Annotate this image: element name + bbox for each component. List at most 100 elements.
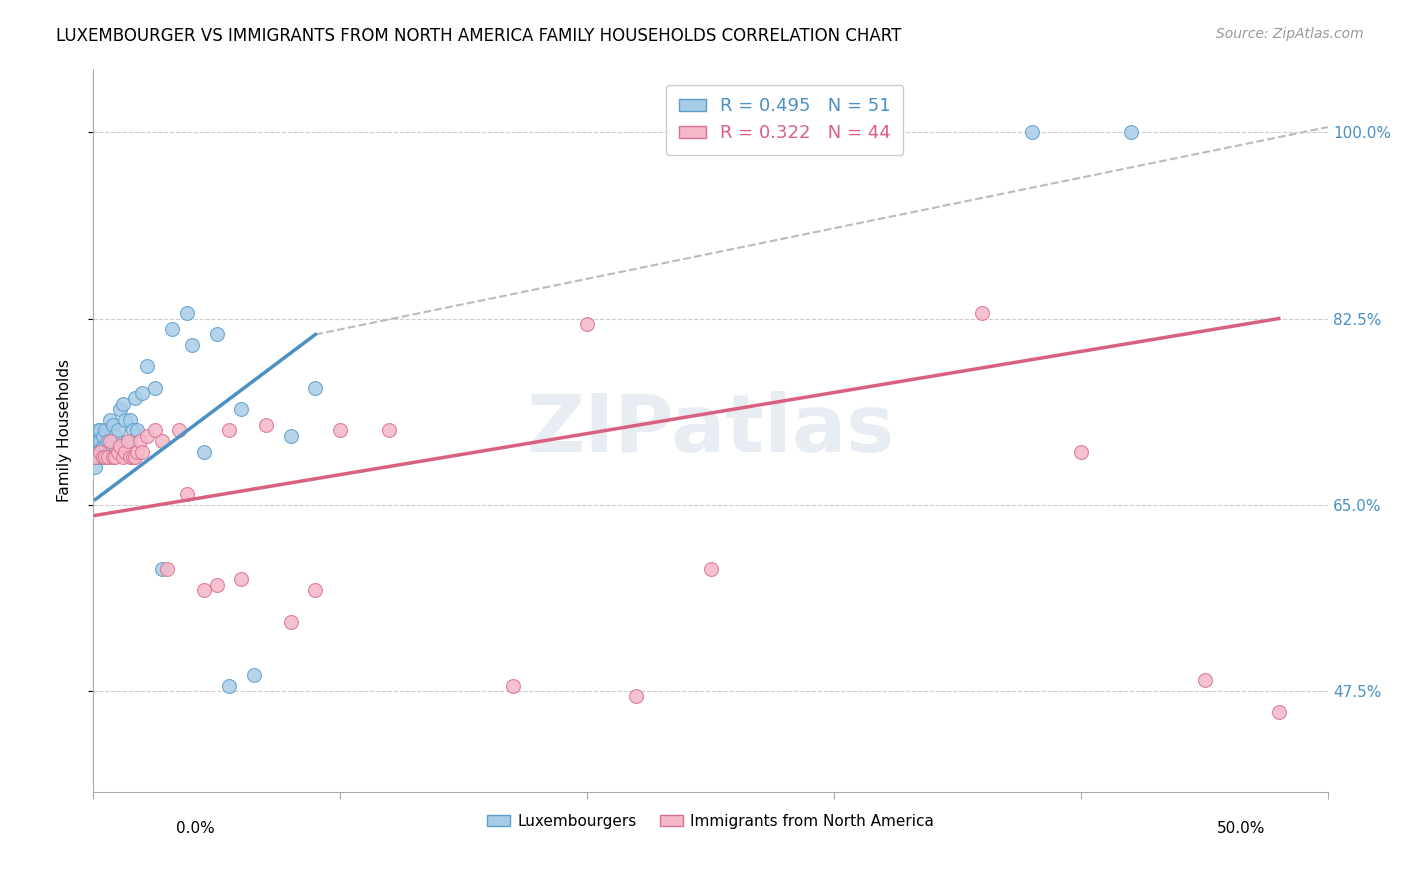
Point [143,423,166,437]
Point [114,412,136,426]
Point [84,450,107,464]
Point [1021,125,1043,139]
Point [143,381,166,395]
Point [101,434,124,448]
Point [97,450,120,464]
Point [84,450,107,464]
Point [108,439,131,453]
Point [89,444,111,458]
Point [218,679,240,693]
Point [124,450,146,464]
Point [101,450,124,464]
Point [193,444,215,458]
Point [94,450,117,464]
Point [94,439,117,453]
Point [94,444,117,458]
Point [114,444,136,458]
Point [107,423,129,437]
Point [91,450,114,464]
Point [626,690,648,704]
Point [136,359,159,374]
Point [98,434,121,448]
Point [89,444,111,458]
Point [94,423,117,437]
Point [136,428,159,442]
Point [120,450,142,464]
Point [94,450,117,464]
Point [231,572,253,586]
Y-axis label: Family Households: Family Households [58,359,72,501]
Point [104,450,127,464]
Point [972,306,994,320]
Point [193,582,215,597]
Point [87,434,110,448]
Point [121,450,143,464]
Point [91,428,114,442]
Point [101,417,124,432]
Point [104,444,127,458]
Text: LUXEMBOURGER VS IMMIGRANTS FROM NORTH AMERICA FAMILY HOUSEHOLDS CORRELATION CHAR: LUXEMBOURGER VS IMMIGRANTS FROM NORTH AM… [56,27,901,45]
Point [89,423,111,437]
Text: 50.0%: 50.0% [1218,821,1265,836]
Legend: Luxembourgers, Immigrants from North America: Luxembourgers, Immigrants from North Ame… [481,808,941,835]
Point [150,561,173,575]
Point [242,668,264,682]
Point [117,434,139,448]
Point [205,577,228,591]
Text: ZIPatlas: ZIPatlas [526,392,894,469]
Point [576,317,599,331]
Point [84,460,107,475]
Point [97,450,120,464]
Point [111,397,134,411]
Point [107,444,129,458]
Point [124,392,146,406]
Point [87,444,110,458]
Text: 0.0%: 0.0% [176,821,215,836]
Point [254,417,277,432]
Point [127,423,149,437]
Text: Source: ZipAtlas.com: Source: ZipAtlas.com [1216,27,1364,41]
Point [89,434,111,448]
Point [1119,125,1142,139]
Point [108,401,131,416]
Point [111,450,134,464]
Point [176,306,198,320]
Point [98,444,121,458]
Point [205,327,228,342]
Point [160,322,183,336]
Point [280,615,302,629]
Point [872,125,894,139]
Point [104,428,127,442]
Point [1267,705,1289,719]
Point [180,338,202,352]
Point [97,434,120,448]
Point [176,487,198,501]
Point [120,434,142,448]
Point [329,423,352,437]
Point [304,582,326,597]
Point [131,386,153,401]
Point [304,381,326,395]
Point [150,434,173,448]
Point [773,125,796,139]
Point [502,679,524,693]
Point [91,439,114,453]
Point [120,412,142,426]
Point [87,423,110,437]
Point [1194,673,1216,688]
Point [87,450,110,464]
Point [1070,444,1092,458]
Point [121,423,143,437]
Point [127,444,149,458]
Point [231,401,253,416]
Point [129,434,152,448]
Point [91,450,114,464]
Point [89,450,111,464]
Point [378,423,401,437]
Point [98,412,121,426]
Point [280,428,302,442]
Point [156,561,179,575]
Point [131,444,153,458]
Point [169,423,191,437]
Point [218,423,240,437]
